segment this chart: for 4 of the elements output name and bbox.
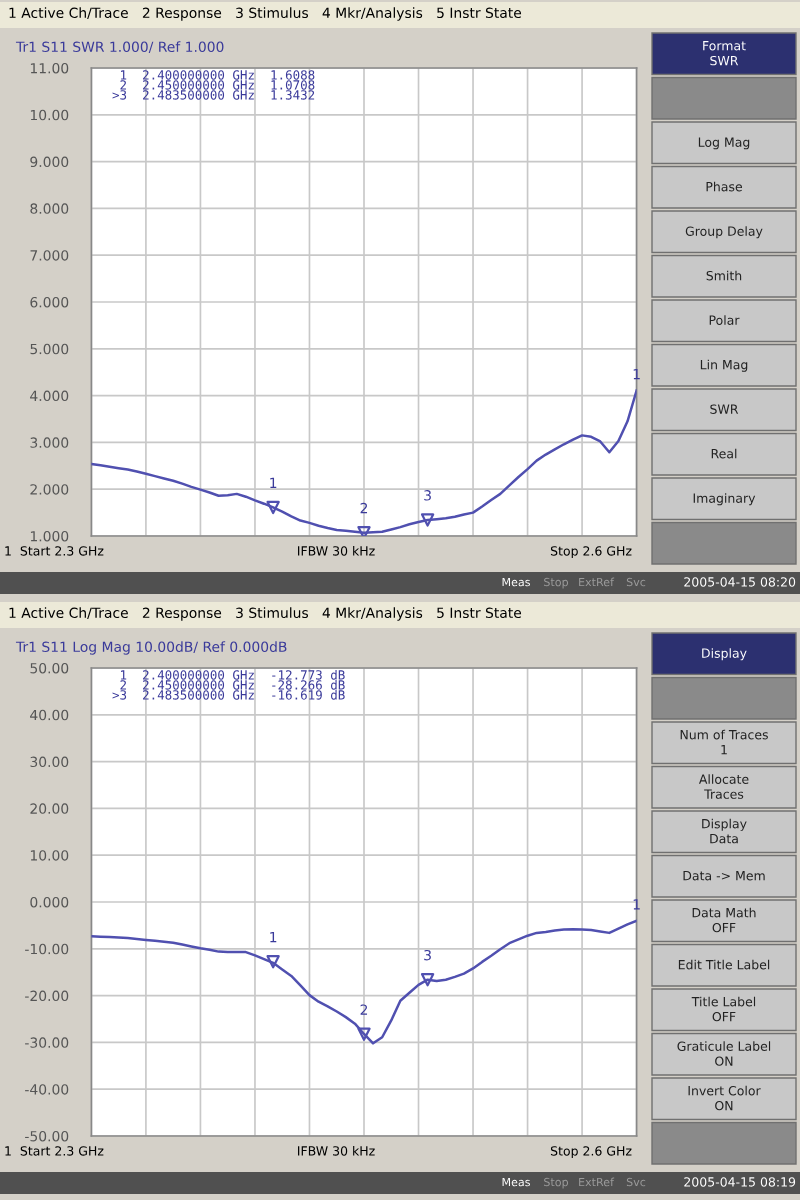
- point: [420, 973, 435, 987]
- point: [266, 955, 280, 969]
- point: [357, 1027, 371, 1041]
- line-series: [91, 919, 637, 1045]
